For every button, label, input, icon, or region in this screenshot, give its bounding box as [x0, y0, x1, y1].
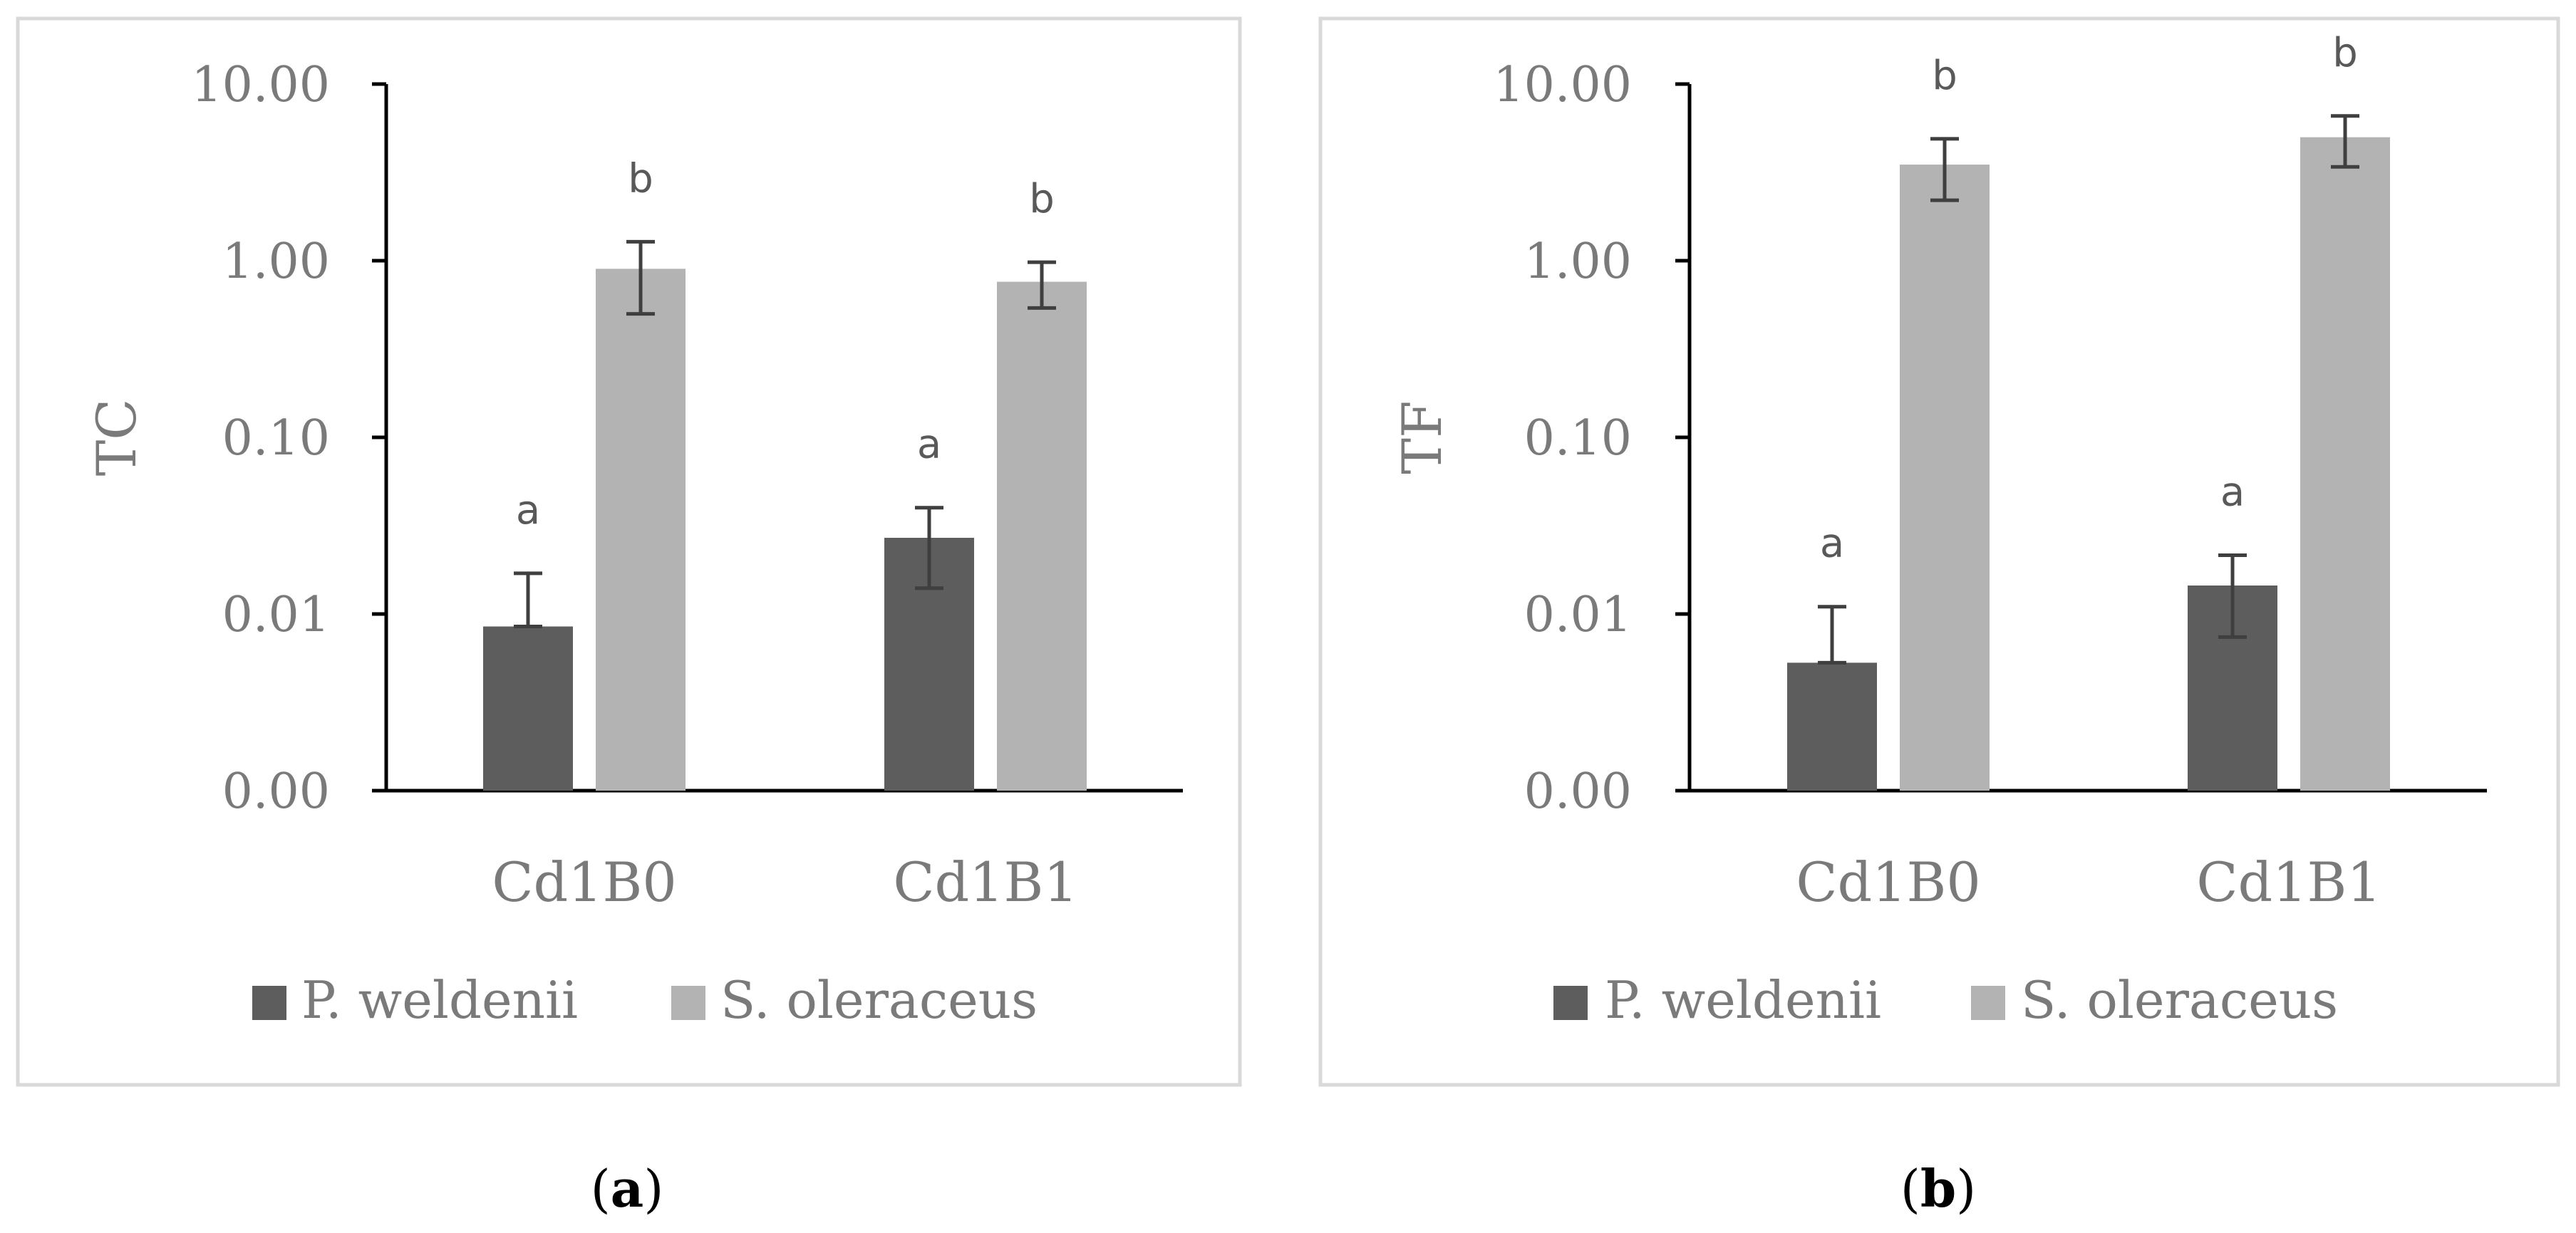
legend-label: P. weldenii	[301, 970, 578, 1030]
significance-letter: b	[1932, 53, 1957, 99]
y-tick-label: 10.00	[191, 57, 330, 113]
y-tick-label: 10.00	[1493, 57, 1632, 113]
panel-b: 0.00 0.01 0.10 1.00 10.00 TF a b Cd1B0 a b Cd1B1 P. …	[1318, 16, 2560, 1219]
y-axis-label: TF	[1390, 400, 1454, 474]
category-label: Cd1B1	[2196, 850, 2381, 914]
bar	[1787, 662, 1877, 791]
bar	[596, 269, 686, 791]
legend-label: P. weldenii	[1605, 970, 1881, 1030]
panel-a: 0.00 0.01 0.10 1.00 10.00 TC a b Cd1B0 a b Cd1B1 P. …	[16, 16, 1242, 1219]
significance-letter: a	[917, 422, 941, 468]
significance-letter: b	[2332, 30, 2358, 76]
panel-frame	[16, 16, 1242, 1087]
bar	[1900, 165, 1990, 791]
significance-letter: a	[1820, 521, 1844, 567]
panel-label: (a)	[591, 1158, 664, 1219]
y-axis-label: TC	[85, 399, 148, 477]
legend-swatch	[1971, 986, 2005, 1020]
panel-frame	[1318, 16, 2560, 1087]
y-tick-label: 1.00	[222, 234, 330, 290]
panel-label-letter: b	[1920, 1158, 1956, 1219]
significance-letter: b	[628, 155, 653, 202]
bar	[997, 281, 1087, 791]
y-tick-label: 0.01	[1524, 587, 1632, 643]
bar	[2300, 137, 2390, 791]
category-label: Cd1B0	[1796, 850, 1980, 914]
y-tick-label: 0.10	[222, 410, 330, 467]
y-tick-label: 0.00	[222, 764, 330, 820]
significance-letter: a	[516, 487, 540, 534]
panel-label: (b)	[1900, 1158, 1977, 1219]
category-label: Cd1B1	[893, 850, 1077, 914]
panel-label-letter: a	[611, 1158, 644, 1219]
legend-swatch	[1553, 986, 1588, 1020]
significance-letter: a	[2220, 469, 2245, 516]
category-label: Cd1B0	[492, 850, 676, 914]
legend-swatch	[252, 986, 286, 1020]
legend-label: S. oleraceus	[2021, 970, 2338, 1030]
y-tick-label: 0.01	[222, 587, 330, 643]
legend-swatch	[671, 986, 705, 1020]
y-tick-label: 0.10	[1524, 410, 1632, 467]
y-tick-label: 0.00	[1524, 764, 1632, 820]
y-tick-label: 1.00	[1524, 234, 1632, 290]
bar	[483, 626, 573, 791]
legend-label: S. oleraceus	[720, 970, 1038, 1030]
significance-letter: b	[1029, 176, 1055, 222]
